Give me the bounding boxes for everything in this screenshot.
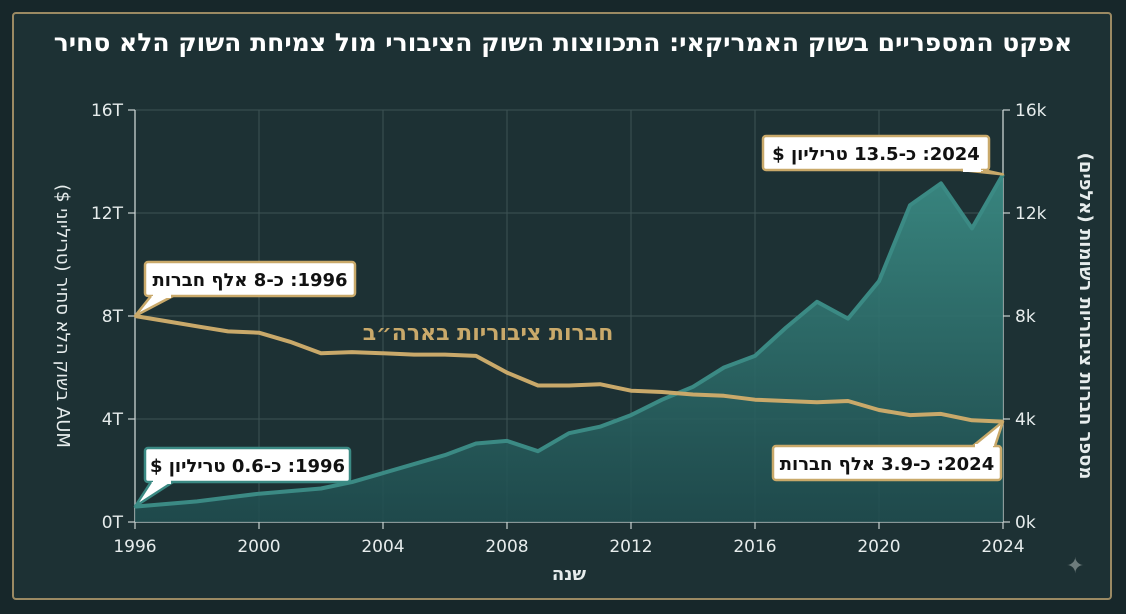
y-left-tick-label: 8T: [102, 307, 124, 327]
y-left-tick-label: 0T: [102, 513, 124, 533]
x-tick-label: 1996: [113, 537, 156, 557]
series-label-public-companies: חברות ציבוריות בארה״ב: [363, 321, 614, 346]
annotation-box: [771, 444, 1003, 482]
annotation-callout: 2024: כ-3.9 אלף חברות: [771, 420, 1005, 482]
x-tick-label: 2012: [609, 537, 652, 557]
x-tick-label: 2024: [981, 537, 1024, 557]
y-left-tick-label: 12T: [91, 204, 124, 224]
annotation-callout: 1996: כ-8 אלף חברות: [133, 260, 357, 318]
annotation-callout: 1996: כ-0.6 טריליון $: [133, 446, 352, 508]
annotation-seam: [963, 168, 981, 172]
annotation-callout: 2024: כ-13.5 טריליון $: [761, 134, 1005, 176]
series-layer: חברות ציבוריות בארה״ב: [134, 173, 1005, 522]
public-companies-series-line: [134, 314, 1004, 424]
annotation-box: [143, 260, 357, 298]
aum-series-line: [134, 173, 1005, 509]
aum-area-fill: [135, 174, 1003, 522]
y-left-tick-label: 16T: [91, 101, 124, 121]
x-tick-label: 2016: [733, 537, 776, 557]
annotation-text: 1996: כ-8 אלף חברות: [152, 270, 347, 291]
y-right-tick-label: 8k: [1015, 307, 1036, 327]
x-tick-label: 2020: [857, 537, 900, 557]
y-right-tick-label: 16k: [1015, 101, 1047, 121]
annotations-layer: 1996: כ-8 אלף חברות 1996: כ-0.6 טריליון $…: [133, 134, 1005, 508]
annotation-pointer: [133, 480, 174, 508]
x-axis-label: שנה: [552, 564, 587, 585]
y-right-tick-label: 0k: [1015, 513, 1036, 533]
annotation-pointer: [133, 294, 174, 318]
y-left-tick-label: 4T: [102, 410, 124, 430]
y-right-axis-label: מספר חברות ציבוריות רשומות (אלפים): [1075, 153, 1096, 480]
x-tick-label: 2000: [237, 537, 280, 557]
sparkle-icon: ✦: [1066, 554, 1085, 579]
chart-title: אפקט המספריים בשוק האמריקאי: התכווצות הש…: [53, 28, 1073, 57]
annotation-box: [761, 134, 991, 172]
y-right-tick-label: 12k: [1015, 204, 1047, 224]
y-right-tick-label: 4k: [1015, 410, 1036, 430]
annotation-pointer: [972, 420, 1005, 447]
annotation-box: [143, 446, 352, 484]
x-tick-label: 2004: [361, 537, 404, 557]
annotation-text: 2024: כ-3.9 אלף חברות: [780, 454, 994, 475]
y-left-axis-label: AUM בשוק הלא סחיר (טריליוני $): [52, 184, 73, 448]
annotation-text: 1996: כ-0.6 טריליון $: [150, 456, 345, 477]
x-tick-label: 2008: [485, 537, 528, 557]
annotation-seam: [153, 294, 171, 298]
annotation-text: 2024: כ-13.5 טריליון $: [772, 144, 980, 165]
annotation-seam: [153, 480, 171, 484]
annotation-seam: [975, 444, 993, 448]
